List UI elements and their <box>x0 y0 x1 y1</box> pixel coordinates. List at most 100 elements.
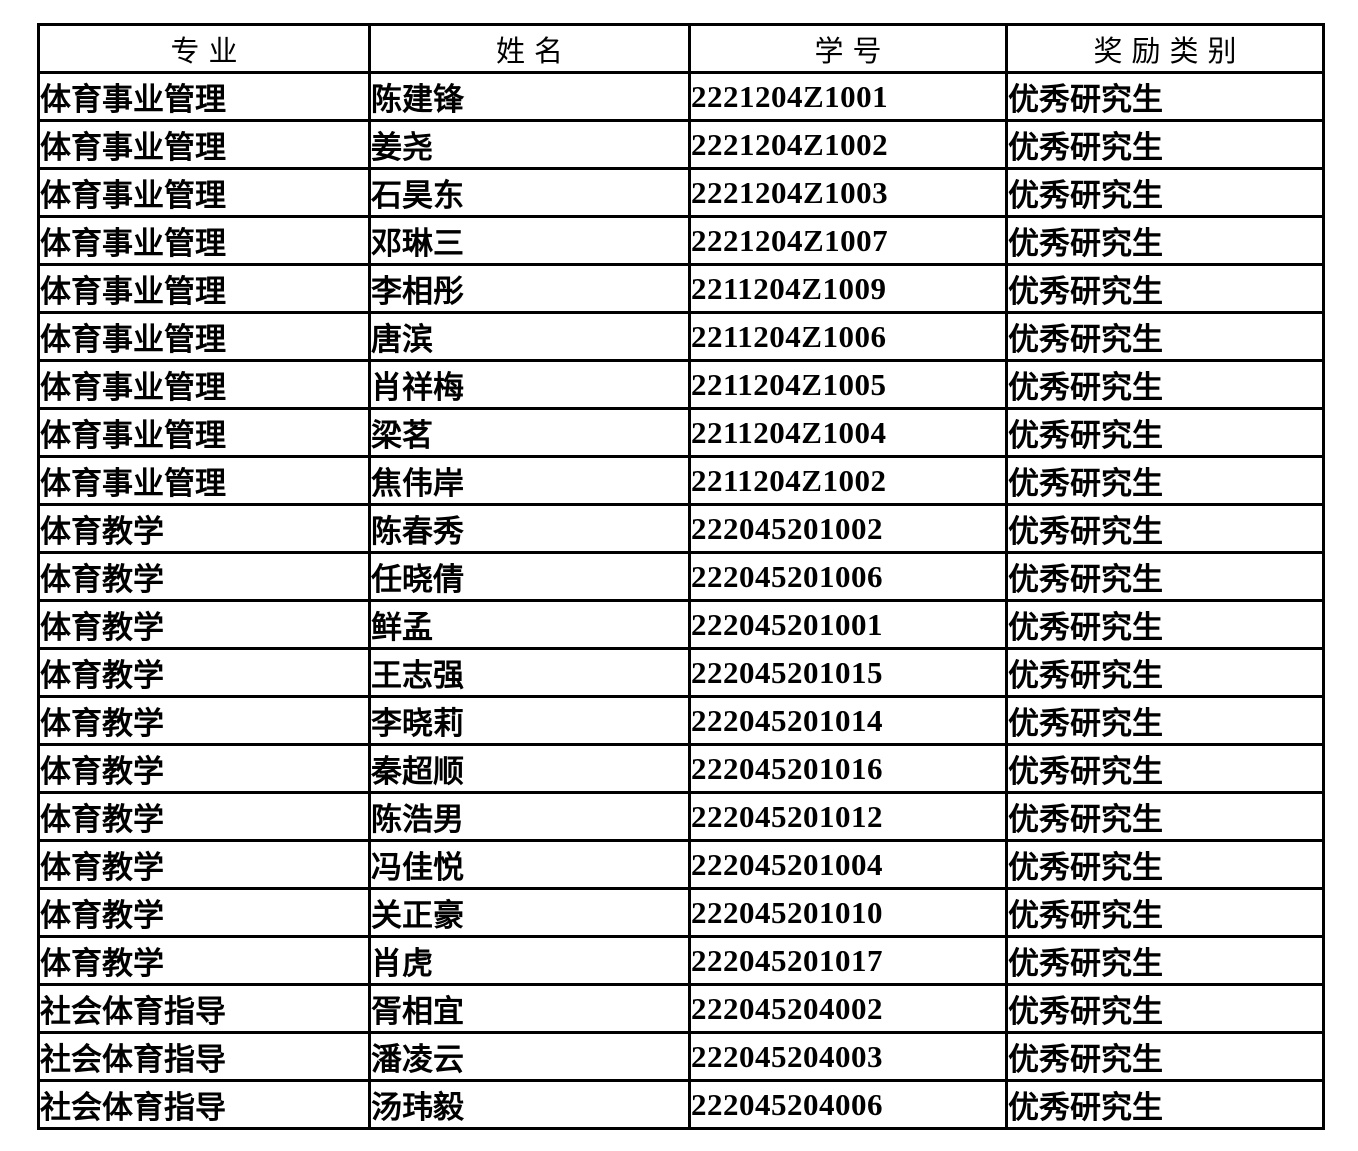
cell-name: 任晓倩 <box>368 551 691 602</box>
cell-award: 优秀研究生 <box>1005 455 1325 506</box>
table-row: 体育事业管理 陈建锋 2221204Z1001 优秀研究生 <box>37 71 1325 122</box>
cell-major: 体育教学 <box>37 839 371 890</box>
table-row: 体育教学 陈浩男 222045201012 优秀研究生 <box>37 791 1325 842</box>
table-row: 体育事业管理 石昊东 2221204Z1003 优秀研究生 <box>37 167 1325 218</box>
cell-student-id: 222045201001 <box>688 599 1008 650</box>
table-row: 体育事业管理 梁茗 2211204Z1004 优秀研究生 <box>37 407 1325 458</box>
cell-major: 体育事业管理 <box>37 359 371 410</box>
table-row: 体育教学 王志强 222045201015 优秀研究生 <box>37 647 1325 698</box>
cell-student-id: 2211204Z1004 <box>688 407 1008 458</box>
cell-name: 肖虎 <box>368 935 691 986</box>
cell-student-id: 222045201014 <box>688 695 1008 746</box>
table-row: 体育事业管理 姜尧 2221204Z1002 优秀研究生 <box>37 119 1325 170</box>
cell-major: 体育事业管理 <box>37 263 371 314</box>
cell-major: 体育事业管理 <box>37 311 371 362</box>
cell-student-id: 2211204Z1009 <box>688 263 1008 314</box>
cell-name: 姜尧 <box>368 119 691 170</box>
cell-award: 优秀研究生 <box>1005 311 1325 362</box>
cell-name: 石昊东 <box>368 167 691 218</box>
cell-major: 体育事业管理 <box>37 407 371 458</box>
cell-major: 体育教学 <box>37 743 371 794</box>
table-row: 体育事业管理 肖祥梅 2211204Z1005 优秀研究生 <box>37 359 1325 410</box>
table-row: 体育教学 陈春秀 222045201002 优秀研究生 <box>37 503 1325 554</box>
table-row: 体育教学 李晓莉 222045201014 优秀研究生 <box>37 695 1325 746</box>
cell-award: 优秀研究生 <box>1005 263 1325 314</box>
cell-award: 优秀研究生 <box>1005 551 1325 602</box>
cell-major: 体育事业管理 <box>37 215 371 266</box>
cell-student-id: 222045201016 <box>688 743 1008 794</box>
cell-major: 体育教学 <box>37 599 371 650</box>
cell-name: 邓琳三 <box>368 215 691 266</box>
cell-award: 优秀研究生 <box>1005 791 1325 842</box>
cell-award: 优秀研究生 <box>1005 215 1325 266</box>
cell-name: 李晓莉 <box>368 695 691 746</box>
cell-student-id: 2221204Z1002 <box>688 119 1008 170</box>
cell-award: 优秀研究生 <box>1005 743 1325 794</box>
cell-name: 肖祥梅 <box>368 359 691 410</box>
cell-student-id: 2211204Z1002 <box>688 455 1008 506</box>
cell-award: 优秀研究生 <box>1005 695 1325 746</box>
cell-name: 鲜孟 <box>368 599 691 650</box>
table-row: 体育事业管理 李相彤 2211204Z1009 优秀研究生 <box>37 263 1325 314</box>
cell-award: 优秀研究生 <box>1005 647 1325 698</box>
cell-student-id: 222045201002 <box>688 503 1008 554</box>
table-row: 社会体育指导 胥相宜 222045204002 优秀研究生 <box>37 983 1325 1034</box>
cell-major: 体育事业管理 <box>37 71 371 122</box>
cell-student-id: 2221204Z1001 <box>688 71 1008 122</box>
table-row: 体育事业管理 邓琳三 2221204Z1007 优秀研究生 <box>37 215 1325 266</box>
cell-name: 汤玮毅 <box>368 1079 691 1130</box>
cell-major: 体育事业管理 <box>37 455 371 506</box>
column-header-award: 奖励类别 <box>1005 23 1325 74</box>
table-row: 社会体育指导 汤玮毅 222045204006 优秀研究生 <box>37 1079 1325 1130</box>
cell-name: 关正豪 <box>368 887 691 938</box>
cell-student-id: 2221204Z1007 <box>688 215 1008 266</box>
cell-student-id: 2221204Z1003 <box>688 167 1008 218</box>
cell-award: 优秀研究生 <box>1005 71 1325 122</box>
cell-award: 优秀研究生 <box>1005 503 1325 554</box>
cell-major: 体育教学 <box>37 551 371 602</box>
cell-name: 秦超顺 <box>368 743 691 794</box>
cell-name: 李相彤 <box>368 263 691 314</box>
cell-student-id: 222045204006 <box>688 1079 1008 1130</box>
cell-major: 体育教学 <box>37 887 371 938</box>
table-row: 体育教学 肖虎 222045201017 优秀研究生 <box>37 935 1325 986</box>
cell-student-id: 222045204002 <box>688 983 1008 1034</box>
cell-award: 优秀研究生 <box>1005 119 1325 170</box>
table-row: 体育教学 冯佳悦 222045201004 优秀研究生 <box>37 839 1325 890</box>
cell-name: 胥相宜 <box>368 983 691 1034</box>
cell-student-id: 222045201004 <box>688 839 1008 890</box>
cell-name: 潘凌云 <box>368 1031 691 1082</box>
table-row: 体育事业管理 唐滨 2211204Z1006 优秀研究生 <box>37 311 1325 362</box>
cell-name: 王志强 <box>368 647 691 698</box>
column-header-student-id: 学号 <box>688 23 1008 74</box>
cell-major: 体育教学 <box>37 791 371 842</box>
table-row: 体育事业管理 焦伟岸 2211204Z1002 优秀研究生 <box>37 455 1325 506</box>
cell-name: 梁茗 <box>368 407 691 458</box>
cell-student-id: 222045201017 <box>688 935 1008 986</box>
table-row: 体育教学 关正豪 222045201010 优秀研究生 <box>37 887 1325 938</box>
cell-award: 优秀研究生 <box>1005 839 1325 890</box>
cell-student-id: 222045201015 <box>688 647 1008 698</box>
cell-student-id: 2211204Z1005 <box>688 359 1008 410</box>
cell-major: 体育教学 <box>37 503 371 554</box>
cell-name: 陈建锋 <box>368 71 691 122</box>
cell-award: 优秀研究生 <box>1005 1031 1325 1082</box>
cell-award: 优秀研究生 <box>1005 407 1325 458</box>
cell-student-id: 222045201012 <box>688 791 1008 842</box>
cell-major: 社会体育指导 <box>37 1079 371 1130</box>
cell-award: 优秀研究生 <box>1005 359 1325 410</box>
cell-award: 优秀研究生 <box>1005 599 1325 650</box>
cell-student-id: 2211204Z1006 <box>688 311 1008 362</box>
award-table: 专业 姓名 学号 奖励类别 体育事业管理 陈建锋 2221204Z1001 优秀研究生… <box>37 23 1325 1130</box>
column-header-name: 姓名 <box>368 23 691 74</box>
cell-major: 体育教学 <box>37 695 371 746</box>
table-header-row: 专业 姓名 学号 奖励类别 <box>37 23 1325 74</box>
cell-award: 优秀研究生 <box>1005 983 1325 1034</box>
cell-name: 冯佳悦 <box>368 839 691 890</box>
cell-major: 体育教学 <box>37 935 371 986</box>
table-row: 社会体育指导 潘凌云 222045204003 优秀研究生 <box>37 1031 1325 1082</box>
table-row: 体育教学 任晓倩 222045201006 优秀研究生 <box>37 551 1325 602</box>
cell-award: 优秀研究生 <box>1005 887 1325 938</box>
cell-name: 唐滨 <box>368 311 691 362</box>
